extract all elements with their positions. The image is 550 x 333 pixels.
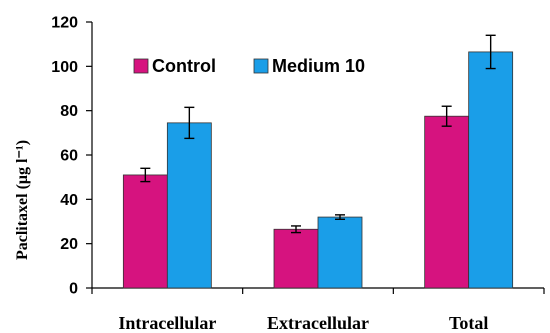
y-tick-label: 0 (69, 281, 78, 298)
legend-label: Control (152, 56, 216, 76)
bars (122, 34, 514, 289)
legend-swatch (253, 58, 269, 74)
bar-control-extracellular (273, 228, 319, 289)
bar-medium-10-intracellular (166, 122, 212, 289)
x-category-label: Extracellular (267, 313, 369, 333)
y-axis: 0 20 40 60 80 100 120 (51, 15, 93, 298)
y-tick-label: 100 (51, 59, 78, 76)
x-category-label: Total (449, 313, 488, 333)
x-axis: Intracellular Extracellular Total (91, 287, 545, 333)
y-axis-title: Paclitaxel (μg l⁻¹) (14, 140, 31, 260)
y-tick-label: 60 (60, 148, 78, 165)
bar-control-total (424, 115, 470, 289)
bar-medium-10-total (468, 51, 514, 289)
x-ticks: Intracellular Extracellular Total (91, 288, 545, 333)
legend-swatch (133, 58, 149, 74)
y-tick-label: 40 (60, 192, 78, 209)
legend-label: Medium 10 (272, 56, 365, 76)
y-tick-label: 20 (60, 236, 78, 253)
legend: Control Medium 10 (133, 56, 365, 76)
y-tick-label: 120 (51, 15, 78, 32)
bar-control-intracellular (122, 174, 168, 289)
x-category-label: Intracellular (118, 313, 216, 333)
y-ticks: 0 20 40 60 80 100 120 (51, 15, 92, 298)
y-tick-label: 80 (60, 103, 78, 120)
bar-medium-10-extracellular (317, 216, 363, 289)
